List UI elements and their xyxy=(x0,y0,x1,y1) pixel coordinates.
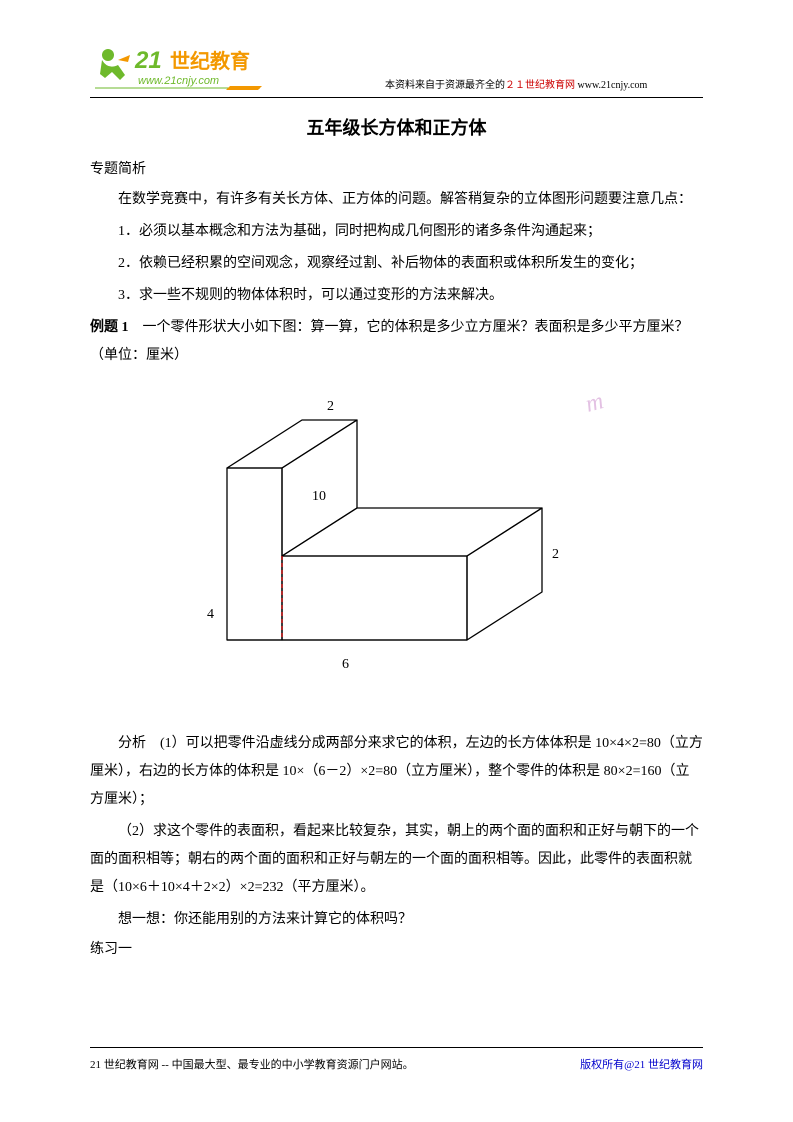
point-1: 1．必须以基本概念和方法为基础，同时把构成几何图形的诸多条件沟通起来； xyxy=(90,218,703,246)
point-2: 2．依赖已经积累的空间观念，观察经过割、补后物体的表面积或体积所发生的变化； xyxy=(90,250,703,278)
l-shape-diagram: 2 10 2 4 6 xyxy=(187,380,607,720)
svg-text:www.21cnjy.com: www.21cnjy.com xyxy=(138,75,219,87)
example-text: 一个零件形状大小如下图：算一算，它的体积是多少立方厘米？表面积是多少平方厘米？ … xyxy=(90,320,703,363)
example-label: 例题 1 xyxy=(90,320,129,335)
footer-left-text: 21 世纪教育网 -- 中国最大型、最专业的中小学教育资源门户网站。 xyxy=(90,1056,414,1072)
practice-label: 练习一 xyxy=(90,938,703,958)
svg-text:21: 21 xyxy=(134,47,162,74)
analysis-para-1: 分析 (1）可以把零件沿虚线分成两部分来求它的体积，左边的长方体体积是 10×4… xyxy=(90,730,703,814)
dim-label-left: 4 xyxy=(207,607,214,622)
page-header: 21 世纪教育 www.21cnjy.com 本资料来自于资源最齐全的２１世纪教… xyxy=(90,40,703,98)
dim-label-bottom: 6 xyxy=(342,657,349,672)
point-3: 3．求一些不规则的物体体积时，可以通过变形的方法来解决。 xyxy=(90,282,703,310)
section-label: 专题简析 xyxy=(90,158,703,178)
dim-label-right: 2 xyxy=(552,547,559,562)
svg-text:世纪教育: 世纪教育 xyxy=(170,49,250,73)
site-logo: 21 世纪教育 www.21cnjy.com xyxy=(90,40,265,95)
analysis-block: 分析 (1）可以把零件沿虚线分成两部分来求它的体积，左边的长方体体积是 10×4… xyxy=(90,730,703,934)
analysis-para-3: 想一想：你还能用别的方法来计算它的体积吗？ xyxy=(90,906,703,934)
header-source-prefix: 本资料来自于资源最齐全的 xyxy=(385,80,505,91)
footer-right-text: 版权所有@21 世纪教育网 xyxy=(580,1056,703,1072)
dim-label-midtop: 10 xyxy=(312,489,326,504)
diagram-container: 2 10 2 4 6 xyxy=(90,380,703,720)
header-source-text: 本资料来自于资源最齐全的２１世纪教育网 www.21cnjy.com xyxy=(385,76,647,95)
example-block: 例题 1 一个零件形状大小如下图：算一算，它的体积是多少立方厘米？表面积是多少平… xyxy=(90,314,703,370)
header-source-link[interactable]: www.21cnjy.com xyxy=(575,80,647,91)
page-title: 五年级长方体和正方体 xyxy=(90,114,703,140)
header-source-highlight: ２１世纪教育网 xyxy=(505,80,575,91)
analysis-para-2: （2）求这个零件的表面积，看起来比较复杂，其实，朝上的两个面的面积和正好与朝下的… xyxy=(90,818,703,902)
page-footer: 21 世纪教育网 -- 中国最大型、最专业的中小学教育资源门户网站。 版权所有@… xyxy=(90,1047,703,1072)
dim-label-top: 2 xyxy=(327,399,334,414)
intro-paragraph: 在数学竞赛中，有许多有关长方体、正方体的问题。解答稍复杂的立体图形问题要注意几点… xyxy=(90,186,703,214)
